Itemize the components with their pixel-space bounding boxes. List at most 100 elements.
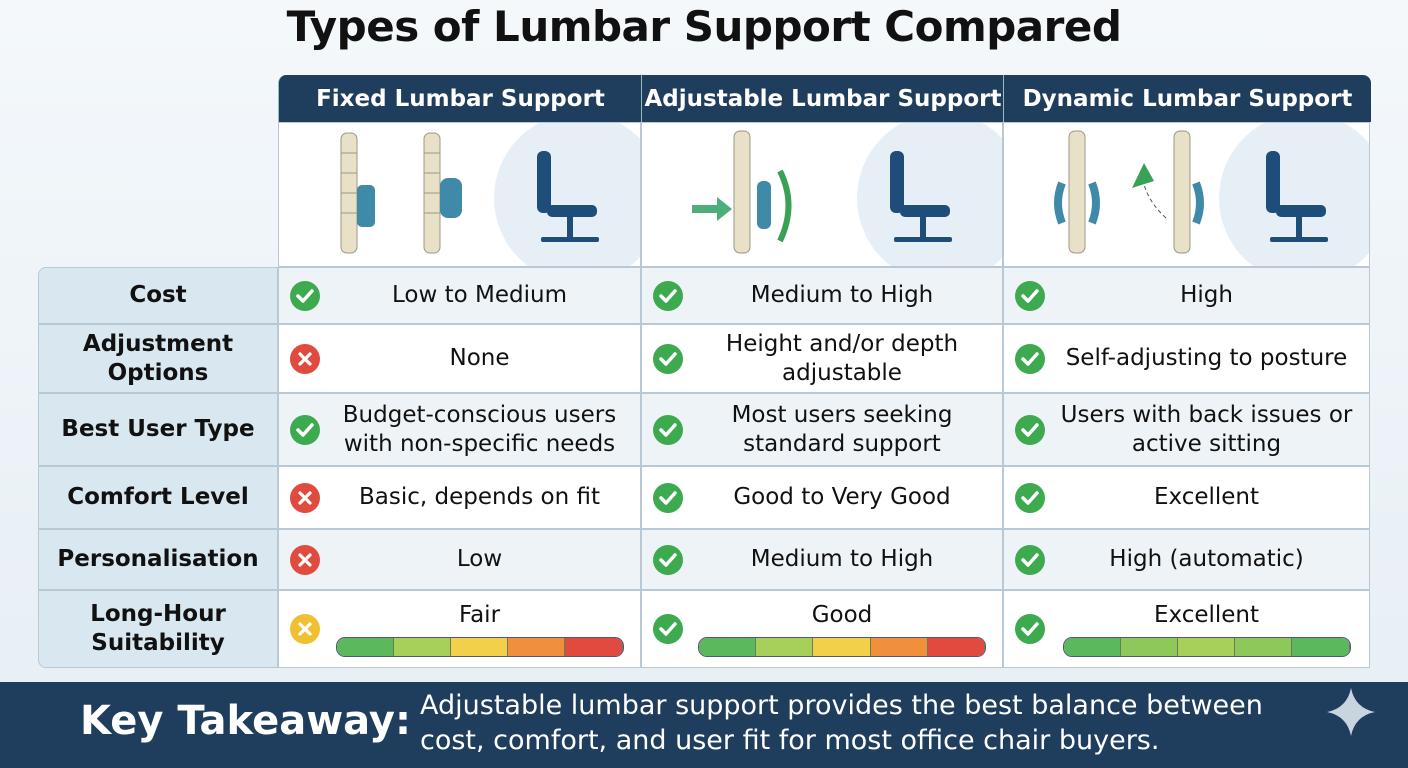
meter-segment [1235, 638, 1293, 657]
check-icon [1015, 280, 1045, 311]
meter-segment [450, 638, 509, 657]
cell: Basic, depends on fit [278, 466, 641, 529]
sparkle [1327, 688, 1375, 736]
row-label: Comfort Level [38, 466, 278, 529]
cross-icon [290, 343, 320, 374]
meter-segment [1292, 638, 1350, 657]
title: Types of Lumbar Support Compared [286, 2, 1122, 51]
cell-text: Basic, depends on fit [359, 484, 600, 511]
cell: Low [278, 529, 641, 590]
check-icon [1015, 414, 1045, 445]
cell-content: Self-adjusting to posture [1052, 344, 1369, 373]
cell: Height and/or depth adjustable [641, 324, 1003, 393]
check-icon [1015, 614, 1045, 644]
cell-content: Good to Very Good [690, 483, 1002, 512]
check-icon [1015, 482, 1045, 513]
cell-text: High (automatic) [1109, 546, 1304, 573]
meter-segment [1120, 638, 1178, 657]
cell-text: Medium to High [750, 282, 934, 309]
cell-text: Height and/or depth adjustable [725, 330, 959, 386]
cell-content: Excellent [1052, 601, 1369, 658]
cell-text: Self-adjusting to posture [1065, 345, 1348, 372]
cell-text: Low [456, 546, 503, 573]
cell-content: High (automatic) [1052, 545, 1369, 574]
cell: None [278, 324, 641, 393]
meter-segment [813, 638, 871, 657]
meter-segment [508, 638, 566, 657]
footer-label: Key Takeaway: [80, 698, 411, 744]
cell-text: None [449, 345, 510, 372]
cross-icon [290, 544, 320, 575]
row-label: Long-Hour Suitability [38, 590, 278, 668]
meter-segment [927, 638, 985, 657]
check-icon [653, 280, 683, 311]
cell-content: None [327, 344, 640, 373]
footer-text: Adjustable lumbar support provides the b… [420, 690, 1263, 757]
cell: Medium to High [641, 529, 1003, 590]
column-header: Fixed Lumbar Support [278, 75, 642, 122]
row-label: Cost [38, 267, 278, 324]
meter-segment [1177, 638, 1236, 657]
cell: Most users seeking standard support [641, 393, 1003, 466]
check-icon [653, 414, 683, 445]
meter-segment [870, 638, 928, 657]
meter-segment [336, 638, 394, 657]
illustration [641, 122, 1003, 267]
meter-segment [756, 638, 814, 657]
cell-content: Medium to High [690, 281, 1002, 310]
check-icon [290, 414, 320, 445]
cell-content: Most users seeking standard support [690, 401, 1002, 459]
meter [698, 637, 986, 658]
footer [0, 682, 1408, 768]
cell: Excellent [1003, 590, 1370, 668]
cell-content: Low [327, 545, 640, 574]
cell: Users with back issues or active sitting [1003, 393, 1370, 466]
cell-content: Height and/or depth adjustable [690, 330, 1002, 388]
cell-text: Good [811, 601, 873, 628]
cell-text: Good to Very Good [733, 484, 951, 511]
cell-text: Fair [458, 601, 501, 628]
check-icon [653, 544, 683, 575]
cell-text: Most users seeking standard support [731, 401, 953, 457]
cell-text: Medium to High [750, 546, 934, 573]
cell-text: High [1180, 282, 1233, 309]
meter-segment [393, 638, 451, 657]
meter [335, 637, 624, 658]
cell-text: Excellent [1153, 484, 1260, 511]
check-icon [290, 280, 320, 311]
cross-icon [290, 482, 320, 513]
cell-content: Excellent [1052, 483, 1369, 512]
cell-content: Good [690, 601, 1002, 658]
cell: Fair [278, 590, 641, 668]
check-icon [653, 482, 683, 513]
meter [1062, 637, 1351, 658]
column-header: Adjustable Lumbar Support [641, 75, 1004, 122]
check-icon [653, 614, 683, 644]
cell-content: Users with back issues or active sitting [1052, 401, 1369, 459]
meter-segment [565, 638, 623, 657]
cell-text: Budget-conscious users with non-specific… [342, 401, 617, 457]
cell-content: High [1052, 281, 1369, 310]
check-icon [653, 343, 683, 374]
caution-icon [290, 614, 320, 644]
cell: High (automatic) [1003, 529, 1370, 590]
illustration [278, 122, 641, 267]
cell: Excellent [1003, 466, 1370, 529]
cell-content: Low to Medium [327, 281, 640, 310]
meter-segment [699, 638, 757, 657]
cell-content: Medium to High [690, 545, 1002, 574]
cell: Low to Medium [278, 267, 641, 324]
row-label: Personalisation [38, 529, 278, 590]
cell: High [1003, 267, 1370, 324]
illustration [1003, 122, 1370, 267]
cell: Medium to High [641, 267, 1003, 324]
cell-text: Excellent [1153, 601, 1260, 628]
meter-segment [1063, 638, 1121, 657]
cell: Budget-conscious users with non-specific… [278, 393, 641, 466]
column-header: Dynamic Lumbar Support [1003, 75, 1371, 122]
cell-text: Users with back issues or active sitting [1060, 401, 1353, 457]
cell-content: Fair [327, 601, 640, 658]
cell-content: Budget-conscious users with non-specific… [327, 401, 640, 459]
cell-text: Low to Medium [392, 282, 567, 309]
